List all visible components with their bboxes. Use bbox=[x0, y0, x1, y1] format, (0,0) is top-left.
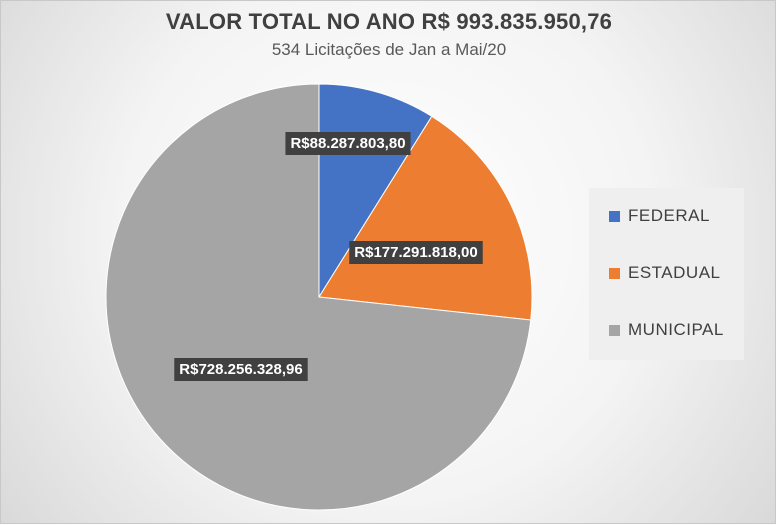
chart-title: VALOR TOTAL NO ANO R$ 993.835.950,76 bbox=[165, 9, 613, 34]
legend-item-estadual: ESTADUAL bbox=[609, 263, 721, 283]
legend-label-estadual: ESTADUAL bbox=[628, 263, 721, 282]
legend-swatch-municipal bbox=[609, 324, 620, 336]
data-label-estadual: R$177.291.818,00 bbox=[349, 241, 483, 264]
data-label-text-federal: R$88.287.803,80 bbox=[290, 135, 405, 152]
data-label-box-federal bbox=[285, 132, 411, 155]
legend-label-federal: FEDERAL bbox=[628, 206, 710, 225]
chart-subtitle: 534 Licitações de Jan a Mai/20 bbox=[271, 40, 507, 59]
legend-swatch-federal bbox=[609, 210, 620, 222]
legend-swatch-estadual bbox=[609, 267, 620, 279]
data-label-text-municipal: R$728.256.328,96 bbox=[179, 361, 302, 378]
legend-item-municipal: MUNICIPAL bbox=[609, 320, 724, 340]
pie-slice-estadual bbox=[318, 115, 533, 321]
data-label-federal: R$88.287.803,80 bbox=[285, 132, 411, 155]
legend: FEDERAL ESTADUAL MUNICIPAL bbox=[589, 188, 744, 360]
pie-slice-municipal bbox=[105, 83, 532, 511]
data-label-municipal: R$728.256.328,96 bbox=[174, 358, 308, 381]
legend-label-municipal: MUNICIPAL bbox=[628, 320, 724, 339]
data-label-text-estadual: R$177.291.818,00 bbox=[354, 244, 477, 261]
legend-item-federal: FEDERAL bbox=[609, 206, 710, 226]
data-label-box-municipal bbox=[174, 358, 308, 381]
data-label-box-estadual bbox=[349, 241, 483, 264]
